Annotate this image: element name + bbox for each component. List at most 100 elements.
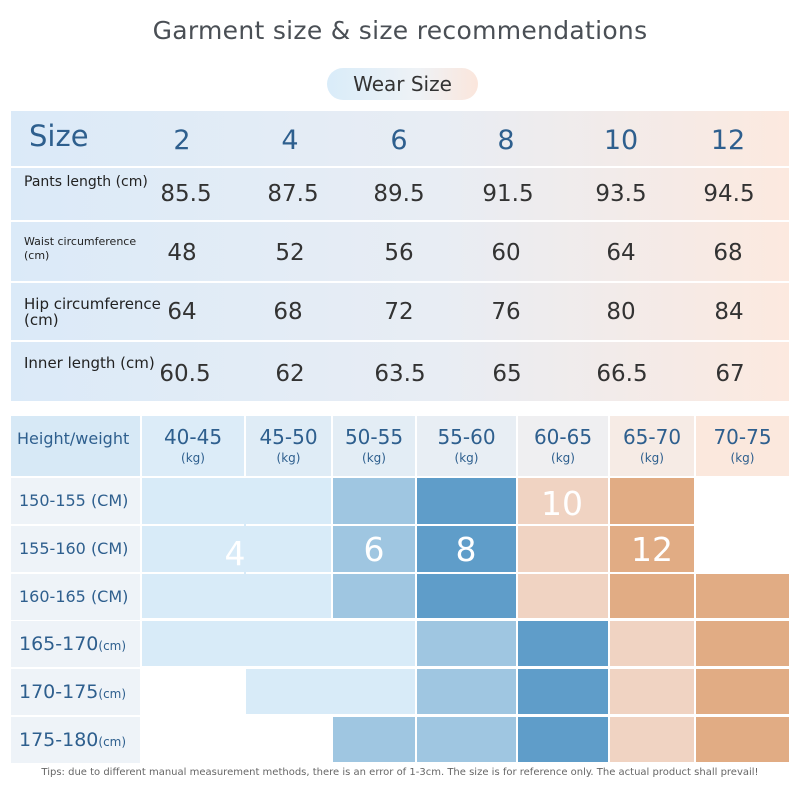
row-label-waist-unit: (cm)	[24, 249, 50, 262]
size-4-region	[142, 478, 331, 618]
table-cell: 62	[275, 361, 305, 387]
size-header-4: 4	[281, 125, 299, 156]
size-4-region	[142, 621, 415, 666]
row-divider	[11, 166, 789, 168]
row-label-hip-unit: (cm)	[24, 311, 59, 329]
weight-range: 45-50	[259, 425, 318, 449]
size-label-8: 8	[455, 530, 477, 569]
size-recommendation-grid: Height/weight 40-45 (kg) 45-50 (kg) 50-5…	[11, 416, 789, 766]
table-cell: 89.5	[373, 181, 425, 207]
height-label: 170-175(cm)	[19, 669, 126, 717]
tips-footnote: Tips: due to different manual measuremen…	[41, 767, 759, 778]
table-cell: 68	[273, 299, 303, 325]
weight-unit: (kg)	[362, 451, 386, 465]
weight-range: 70-75	[713, 425, 772, 449]
row-label-pants-length: Pants length (cm)	[24, 174, 148, 190]
table-cell: 91.5	[482, 181, 534, 207]
grid-line	[142, 618, 789, 621]
row-divider	[11, 340, 789, 342]
grid-line	[142, 524, 789, 526]
height-label: 160-165 (CM)	[19, 587, 129, 606]
weight-range: 50-55	[344, 425, 404, 449]
table-cell: 84	[714, 299, 744, 325]
height-unit: (cm)	[98, 735, 127, 749]
size-6-region	[417, 621, 516, 762]
weight-header-50-55: 50-55 (kg)	[333, 416, 415, 476]
height-row-150-155: 150-155 (CM)	[11, 478, 140, 524]
height-label: 175-180(cm)	[19, 717, 126, 765]
table-cell: 76	[491, 299, 521, 325]
height-row-170-175: 170-175(cm)	[11, 669, 140, 715]
size-chart-table: Size 2 4 6 8 10 12 Pants length (cm) 85.…	[11, 111, 789, 401]
row-label-hip: Hip circumference	[24, 295, 161, 313]
weight-range: 60-65	[533, 425, 593, 449]
size-8-region	[417, 478, 516, 618]
weight-range: 55-60	[437, 425, 496, 449]
weight-header-70-75: 70-75 (kg)	[696, 416, 789, 476]
height-row-160-165: 160-165 (CM)	[11, 574, 140, 620]
size-header-12: 12	[710, 125, 746, 156]
weight-header-55-60: 55-60 (kg)	[417, 416, 516, 476]
size-header-8: 8	[497, 125, 515, 156]
weight-header-40-45: 40-45 (kg)	[142, 416, 244, 476]
weight-unit: (kg)	[640, 451, 664, 465]
table-cell: 85.5	[160, 181, 212, 207]
size-8-region	[518, 621, 608, 762]
row-divider	[11, 220, 789, 222]
weight-unit: (kg)	[551, 451, 575, 465]
size-label-4: 4	[224, 534, 246, 573]
size-header-label: Size	[29, 119, 89, 153]
grid-line	[142, 714, 789, 717]
size-header-10: 10	[603, 125, 639, 156]
grid-line	[244, 478, 246, 618]
size-label-10: 10	[541, 484, 583, 523]
table-cell: 80	[606, 299, 636, 325]
table-cell: 94.5	[703, 181, 755, 207]
table-cell: 68	[713, 240, 743, 266]
height-unit: (cm)	[98, 687, 127, 701]
height-label: 155-160 (CM)	[19, 539, 129, 558]
weight-unit: (kg)	[454, 451, 479, 465]
table-cell: 60.5	[159, 361, 211, 387]
height-label: 165-170(cm)	[19, 621, 126, 669]
height-row-155-160: 155-160 (CM)	[11, 526, 140, 572]
grid-line	[142, 666, 789, 669]
weight-range: 65-70	[622, 425, 682, 449]
height-row-175-180: 175-180(cm)	[11, 717, 140, 763]
row-divider	[11, 281, 789, 283]
size-label-12: 12	[631, 530, 673, 569]
table-cell: 72	[384, 299, 414, 325]
table-cell: 93.5	[595, 181, 647, 207]
height-range: 170-175	[19, 681, 99, 703]
height-row-165-170: 165-170(cm)	[11, 621, 140, 667]
row-label-waist: Waist circumference	[24, 235, 137, 248]
grid-line	[142, 572, 789, 574]
table-cell: 48	[167, 240, 197, 266]
weight-range: 40-45	[163, 425, 223, 449]
weight-header-65-70: 65-70 (kg)	[610, 416, 694, 476]
size-header-6: 6	[390, 125, 408, 156]
weight-header-45-50: 45-50 (kg)	[246, 416, 331, 476]
size-header-2: 2	[173, 125, 191, 156]
table-cell: 87.5	[267, 181, 319, 207]
height-label: 150-155 (CM)	[19, 491, 129, 510]
table-cell: 67	[715, 361, 745, 387]
size-6-region	[333, 478, 415, 618]
page-title: Garment size & size recommendations	[152, 16, 648, 45]
height-unit: (cm)	[98, 639, 127, 653]
weight-unit: (kg)	[730, 451, 755, 465]
size-12-region	[610, 478, 694, 618]
height-range: 165-170	[19, 633, 99, 655]
size-10-region	[610, 621, 694, 762]
table-cell: 65	[492, 361, 522, 387]
table-cell: 63.5	[374, 361, 426, 387]
table-cell: 64	[606, 240, 636, 266]
weight-header-60-65: 60-65 (kg)	[518, 416, 608, 476]
size-10-region	[518, 478, 608, 618]
row-label-inner-length: Inner length (cm)	[24, 354, 155, 372]
table-cell: 66.5	[596, 361, 648, 387]
size-4-region	[246, 669, 415, 714]
wear-size-tab[interactable]: Wear Size	[327, 68, 478, 100]
table-cell: 64	[167, 299, 197, 325]
table-cell: 60	[491, 240, 521, 266]
